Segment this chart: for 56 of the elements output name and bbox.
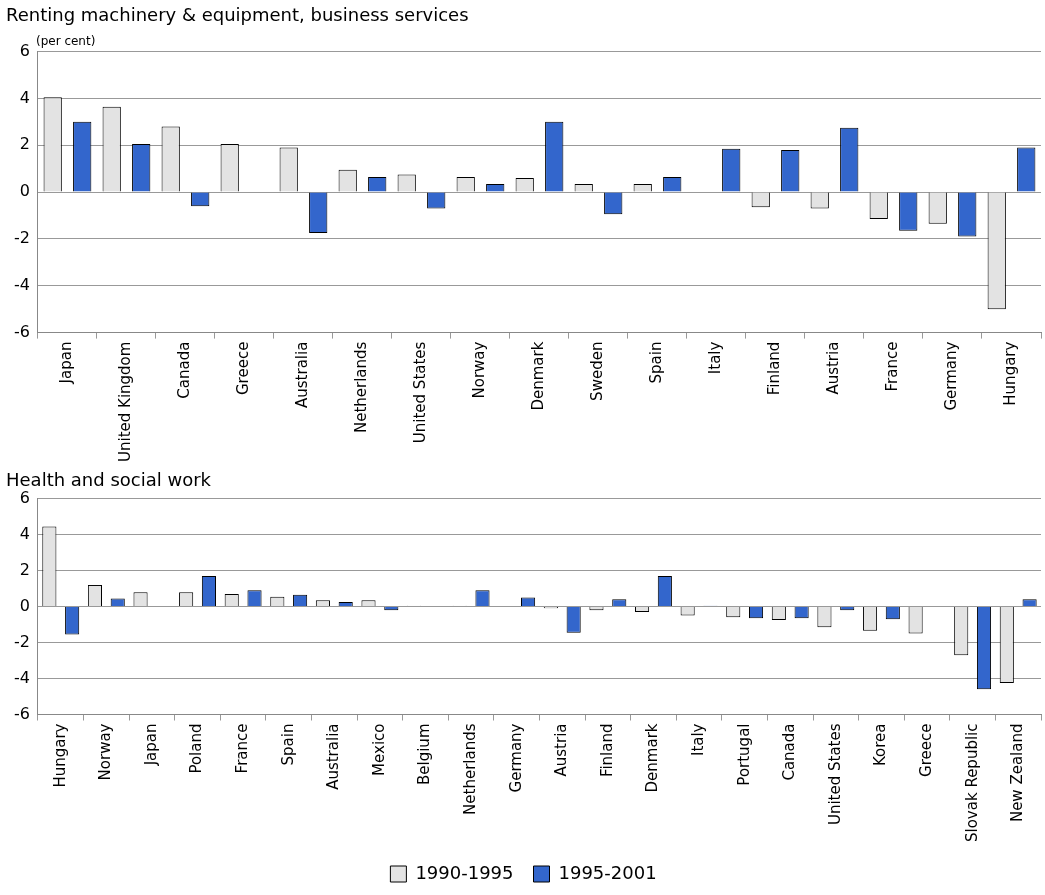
- x-tick-label: Sweden: [588, 341, 607, 401]
- y-tick-label: 4: [19, 87, 30, 107]
- y-tick-label: -6: [14, 321, 30, 341]
- x-tick-label: United States: [411, 341, 430, 444]
- x-tick-label: Japan: [141, 723, 160, 767]
- x-tick-label: Italy: [706, 341, 725, 375]
- legend-label: 1995-2001: [558, 861, 657, 883]
- x-tick-label: Italy: [688, 723, 707, 757]
- x-tick-label: Mexico: [369, 723, 388, 776]
- x-tick-label: Japan: [57, 341, 76, 385]
- x-tick-label: Australia: [324, 723, 343, 790]
- y-tick-label: 0: [19, 181, 30, 201]
- x-tick-label: Spain: [278, 723, 297, 766]
- x-tick-label: Portugal: [734, 723, 753, 786]
- x-tick-label: Finland: [597, 723, 616, 778]
- y-tick-label: -6: [14, 703, 30, 723]
- y-tick-label: -2: [14, 631, 30, 651]
- y-tick-label: -4: [14, 274, 30, 294]
- x-tick-label: Spain: [647, 341, 666, 384]
- x-tick-label: Austria: [824, 341, 843, 395]
- x-tick-label: Norway: [470, 341, 489, 399]
- x-tick-label: United States: [825, 723, 844, 826]
- x-tick-label: Germany: [942, 341, 961, 411]
- x-tick-label: Netherlands: [460, 723, 479, 815]
- x-tick-label: Canada: [175, 341, 194, 399]
- x-tick-label: Austria: [552, 723, 571, 777]
- x-tick-label: Slovak Republic: [962, 723, 981, 842]
- x-tick-label: Greece: [916, 723, 935, 777]
- x-tick-label: Finland: [765, 341, 784, 396]
- x-tick-label: Denmark: [643, 723, 662, 793]
- x-tick-label: Norway: [96, 723, 115, 781]
- x-tick-label: United Kingdom: [116, 341, 135, 463]
- x-tick-label: Belgium: [415, 723, 434, 785]
- legend-label: 1990-1995: [415, 861, 514, 883]
- x-tick-label: Korea: [871, 723, 890, 767]
- x-tick-label: France: [233, 723, 252, 774]
- y-axis-title: (per cent): [35, 33, 96, 48]
- x-tick-label: Netherlands: [352, 341, 371, 434]
- x-tick-label: New Zealand: [1008, 723, 1027, 823]
- y-tick-label: -2: [14, 228, 30, 248]
- y-tick-label: 2: [19, 134, 30, 154]
- x-tick-label: Poland: [187, 723, 206, 774]
- y-tick-label: 6: [19, 40, 30, 60]
- x-tick-label: Germany: [506, 723, 525, 793]
- x-tick-label: France: [883, 341, 902, 392]
- x-tick-label: Hungary: [50, 723, 69, 788]
- x-tick-label: Hungary: [1001, 341, 1020, 406]
- y-tick-label: 2: [19, 559, 30, 579]
- y-tick-label: 0: [19, 595, 30, 615]
- y-tick-label: -4: [14, 667, 30, 687]
- y-tick-label: 4: [19, 523, 30, 543]
- x-tick-label: Canada: [780, 723, 799, 781]
- x-tick-label: Greece: [234, 341, 253, 396]
- x-tick-label: Australia: [293, 341, 312, 408]
- chart-title: Renting machinery & equipment, business services: [6, 4, 469, 26]
- x-tick-label: Denmark: [529, 341, 548, 411]
